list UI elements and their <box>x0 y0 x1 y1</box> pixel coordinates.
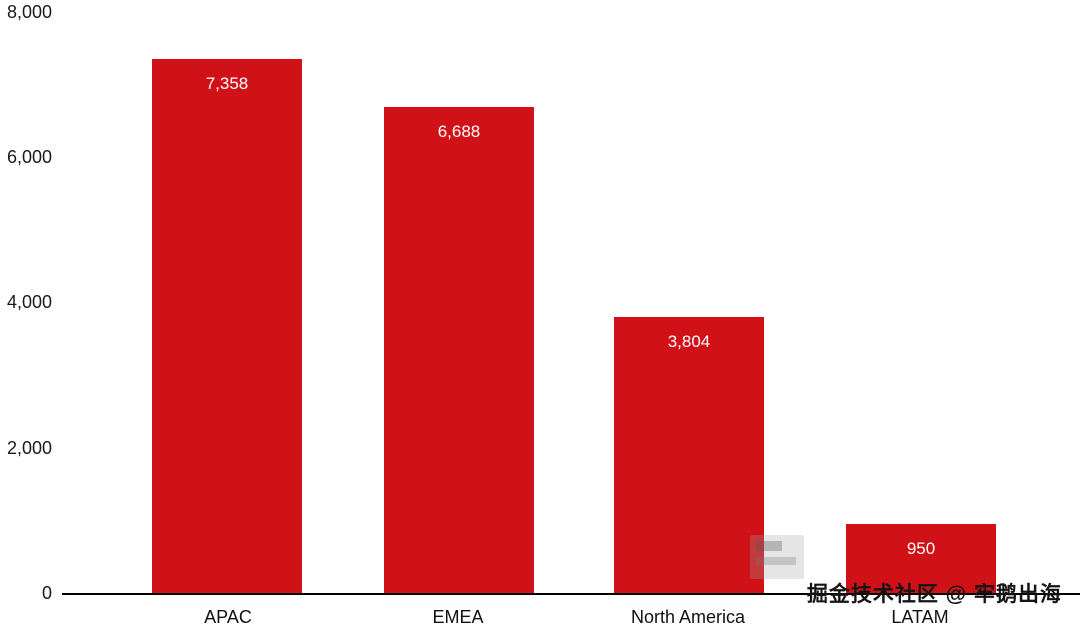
bar-north-america: 3,804 <box>614 316 764 593</box>
bar-value-label: 3,804 <box>667 331 711 351</box>
bar-latam: 950 <box>846 524 996 593</box>
y-tick-2000: 2,000 <box>6 438 52 458</box>
bar-apac: 7,358 <box>152 58 302 593</box>
x-label-latam: LATAM <box>891 607 949 627</box>
x-label-emea: EMEA <box>432 607 484 627</box>
bar-value-label: 7,358 <box>205 73 249 93</box>
watermark-logo <box>750 535 804 579</box>
x-label-north-america: North America <box>630 607 746 627</box>
plot-area: 7,358 6,688 3,804 950 <box>62 12 1080 595</box>
bar-emea: 6,688 <box>384 107 534 593</box>
y-tick-6000: 6,000 <box>6 147 52 167</box>
watermark-text: 掘金技术社区 @ 牢鹅出海 <box>806 583 1062 606</box>
y-tick-0: 0 <box>41 583 52 603</box>
bar-value-label: 950 <box>906 539 936 559</box>
y-tick-8000: 8,000 <box>6 2 52 22</box>
x-label-apac: APAC <box>204 607 252 627</box>
y-tick-4000: 4,000 <box>6 292 52 312</box>
bar-value-label: 6,688 <box>437 122 481 142</box>
